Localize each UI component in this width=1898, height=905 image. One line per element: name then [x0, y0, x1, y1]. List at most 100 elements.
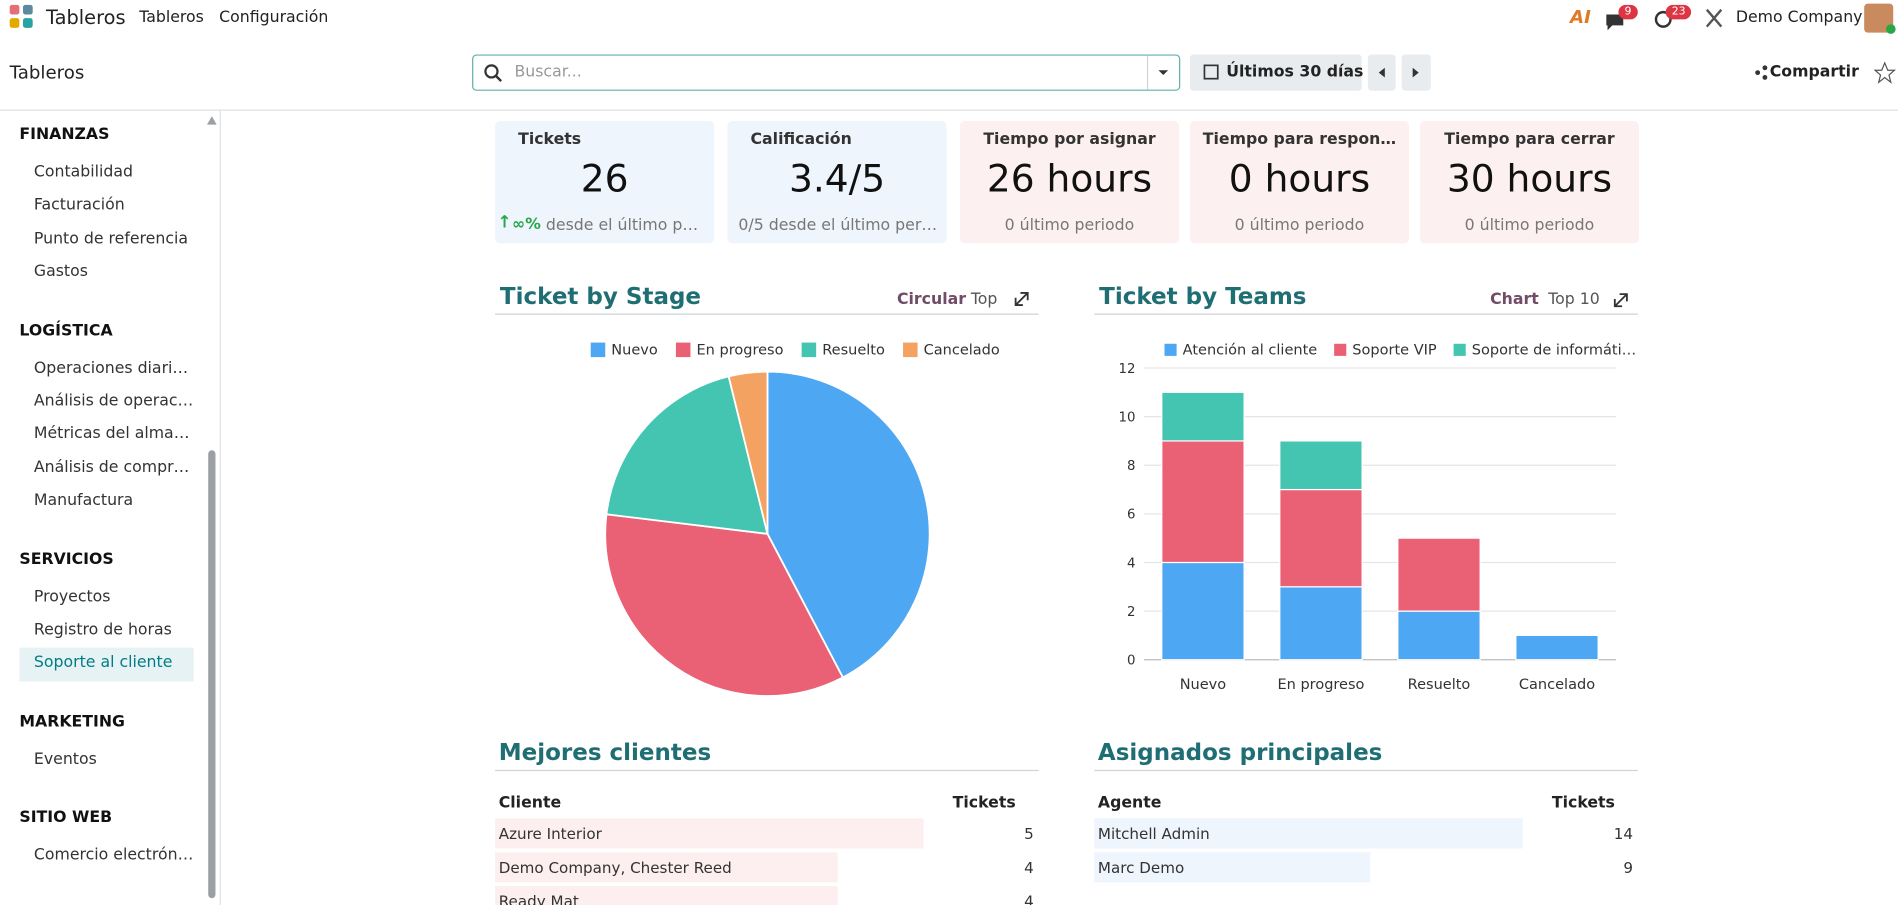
legend-swatch: [1334, 344, 1346, 356]
legend-swatch: [591, 343, 606, 358]
y-tick-label: 2: [1127, 605, 1135, 620]
menu-item[interactable]: Configuración: [219, 8, 328, 26]
sidebar-item[interactable]: Gastos: [34, 263, 88, 281]
y-tick-label: 6: [1127, 508, 1135, 523]
bar-segment: [1162, 441, 1244, 563]
legend-swatch: [676, 343, 691, 358]
kpi-title: Tickets: [518, 131, 581, 149]
table-title: Mejores clientes: [499, 740, 711, 767]
bar-segment: [1280, 587, 1362, 660]
kpi-subtitle: desde el último p…: [546, 217, 698, 235]
sidebar-item[interactable]: Eventos: [34, 750, 97, 768]
table-cell: 4: [931, 892, 1034, 905]
kpi-value: 0 hours: [1190, 157, 1409, 201]
legend-swatch: [802, 343, 817, 358]
legend-swatch: [903, 343, 918, 358]
kpi-title: Tiempo para cerrar: [1420, 131, 1639, 149]
sidebar-item[interactable]: Análisis de operac…: [34, 392, 193, 410]
app-name[interactable]: Tableros: [46, 6, 126, 29]
sidebar-item[interactable]: Registro de horas: [34, 621, 172, 639]
legend-label: Resuelto: [822, 343, 885, 359]
table-cell: 9: [1530, 858, 1633, 876]
kpi-title: Calificación: [751, 131, 852, 149]
bar-segment: [1162, 562, 1244, 659]
y-tick-label: 0: [1127, 654, 1135, 669]
bar-segment: [1516, 635, 1598, 659]
sidebar-item[interactable]: Métricas del alma…: [34, 425, 190, 443]
badge: 9: [1618, 5, 1637, 20]
ai-button[interactable]: AI: [1570, 6, 1591, 28]
date-filter[interactable]: Últimos 30 días: [1226, 63, 1363, 81]
legend-swatch: [1454, 344, 1466, 356]
chart-option[interactable]: Top: [971, 291, 998, 309]
column-header: Cliente: [499, 794, 561, 812]
legend-label: Nuevo: [611, 343, 658, 359]
bar-segment: [1398, 611, 1480, 660]
breadcrumb: Tableros: [10, 62, 85, 84]
legend-label: En progreso: [697, 343, 784, 359]
sidebar-item[interactable]: Operaciones diari…: [34, 359, 188, 377]
kpi-trend: ∞%: [512, 215, 541, 233]
table-cell[interactable]: Demo Company, Chester Reed: [499, 858, 732, 876]
table-cell[interactable]: Marc Demo: [1098, 858, 1184, 876]
bar-segment: [1162, 392, 1244, 441]
table-cell[interactable]: Mitchell Admin: [1098, 824, 1210, 842]
chart-option[interactable]: Circular: [897, 291, 966, 309]
badge: 23: [1666, 5, 1692, 20]
legend-label: Soporte VIP: [1352, 343, 1437, 359]
table-cell: 4: [931, 858, 1034, 876]
bar-segment: [1398, 538, 1480, 611]
chart-title: Ticket by Stage: [500, 283, 701, 310]
column-header: Tickets: [1552, 794, 1615, 812]
sidebar-item[interactable]: Punto de referencia: [34, 230, 188, 248]
x-tick-label: Cancelado: [1519, 677, 1595, 693]
legend-label: Atención al cliente: [1183, 343, 1318, 359]
kpi-subtitle: 0 último periodo: [1420, 217, 1639, 235]
sidebar-item[interactable]: Facturación: [34, 197, 125, 215]
kpi-subtitle: 0/5 desde el último per…: [738, 217, 937, 235]
table-title: Asignados principales: [1098, 740, 1382, 767]
kpi-value: 26: [495, 157, 714, 201]
kpi-value: 3.4/5: [728, 157, 947, 201]
sidebar-item[interactable]: Manufactura: [34, 492, 133, 510]
y-tick-label: 8: [1127, 459, 1135, 474]
legend-label: Cancelado: [924, 343, 1000, 359]
legend-swatch: [1165, 344, 1177, 356]
sidebar-section: MARKETING: [19, 713, 125, 731]
chart-option[interactable]: Chart: [1490, 291, 1539, 309]
kpi-subtitle: 0 último periodo: [1190, 217, 1409, 235]
y-tick-label: 4: [1127, 556, 1135, 571]
sidebar-item[interactable]: Comercio electrón…: [34, 846, 193, 864]
bar-segment: [1280, 490, 1362, 587]
sidebar-section: FINANZAS: [19, 126, 109, 144]
column-header: Agente: [1098, 794, 1162, 812]
trend-arrow: ↑: [498, 213, 512, 232]
sidebar-section: SITIO WEB: [19, 809, 112, 827]
sidebar-item[interactable]: Soporte al cliente: [34, 654, 172, 672]
chart-option[interactable]: Top 10: [1548, 291, 1600, 309]
sidebar-item[interactable]: Análisis de compr…: [34, 459, 189, 477]
table-cell[interactable]: Ready Mat: [499, 892, 579, 905]
sidebar-item[interactable]: Proyectos: [34, 588, 111, 606]
bar-segment: [1280, 441, 1362, 490]
y-tick-label: 10: [1119, 410, 1136, 425]
y-tick-label: 12: [1119, 362, 1136, 377]
kpi-title: Tiempo para respon…: [1190, 131, 1409, 149]
sidebar-section: LOGÍSTICA: [19, 322, 112, 340]
table-cell[interactable]: Azure Interior: [499, 824, 602, 842]
search-input[interactable]: Buscar...: [514, 63, 581, 81]
kpi-subtitle: 0 último periodo: [960, 217, 1179, 235]
sidebar-section: SERVICIOS: [19, 550, 113, 568]
company-switch[interactable]: Demo Company: [1736, 8, 1863, 26]
menu-item[interactable]: Tableros: [139, 8, 204, 26]
sidebar-item[interactable]: Contabilidad: [34, 163, 133, 181]
share-button[interactable]: Compartir: [1770, 63, 1859, 81]
x-tick-label: En progreso: [1277, 677, 1364, 693]
x-tick-label: Nuevo: [1180, 677, 1227, 693]
x-tick-label: Resuelto: [1408, 677, 1471, 693]
column-header: Tickets: [953, 794, 1016, 812]
kpi-title: Tiempo por asignar: [960, 131, 1179, 149]
table-cell: 14: [1530, 824, 1633, 842]
kpi-value: 30 hours: [1420, 157, 1639, 201]
